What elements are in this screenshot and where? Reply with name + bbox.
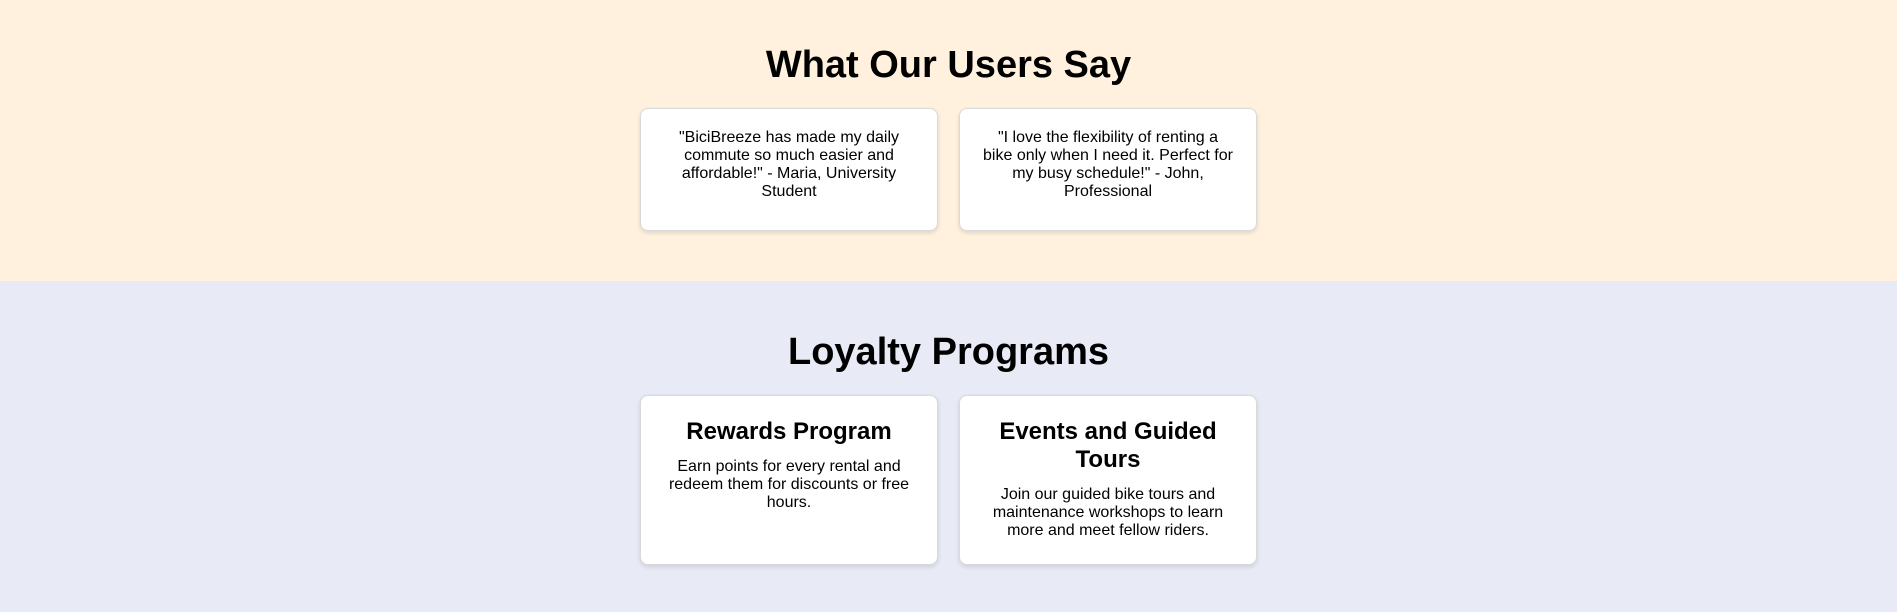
testimonial-quote: "I love the flexibility of renting a bik… bbox=[983, 129, 1233, 200]
loyalty-cards: Rewards Program Earn points for every re… bbox=[0, 395, 1897, 565]
loyalty-title: Loyalty Programs bbox=[788, 331, 1109, 373]
loyalty-card-heading: Rewards Program bbox=[686, 418, 892, 445]
testimonials-title: What Our Users Say bbox=[765, 44, 1132, 86]
testimonial-card: "I love the flexibility of renting a bik… bbox=[959, 108, 1257, 231]
testimonial-quote: "BiciBreeze has made my daily commute so… bbox=[679, 129, 899, 200]
testimonials-section: What Our Users Say "BiciBreeze has made … bbox=[0, 0, 1897, 281]
testimonial-card: "BiciBreeze has made my daily commute so… bbox=[640, 108, 938, 231]
loyalty-card-text: Earn points for every rental and redeem … bbox=[668, 458, 910, 511]
loyalty-card-rewards: Rewards Program Earn points for every re… bbox=[640, 395, 938, 565]
loyalty-card-heading: Events and Guided Tours bbox=[999, 418, 1217, 473]
loyalty-card-text: Join our guided bike tours and maintenan… bbox=[992, 486, 1224, 539]
testimonial-cards: "BiciBreeze has made my daily commute so… bbox=[0, 108, 1897, 231]
loyalty-card-events: Events and Guided Tours Join our guided … bbox=[959, 395, 1257, 565]
loyalty-section: Loyalty Programs Rewards Program Earn po… bbox=[0, 281, 1897, 612]
